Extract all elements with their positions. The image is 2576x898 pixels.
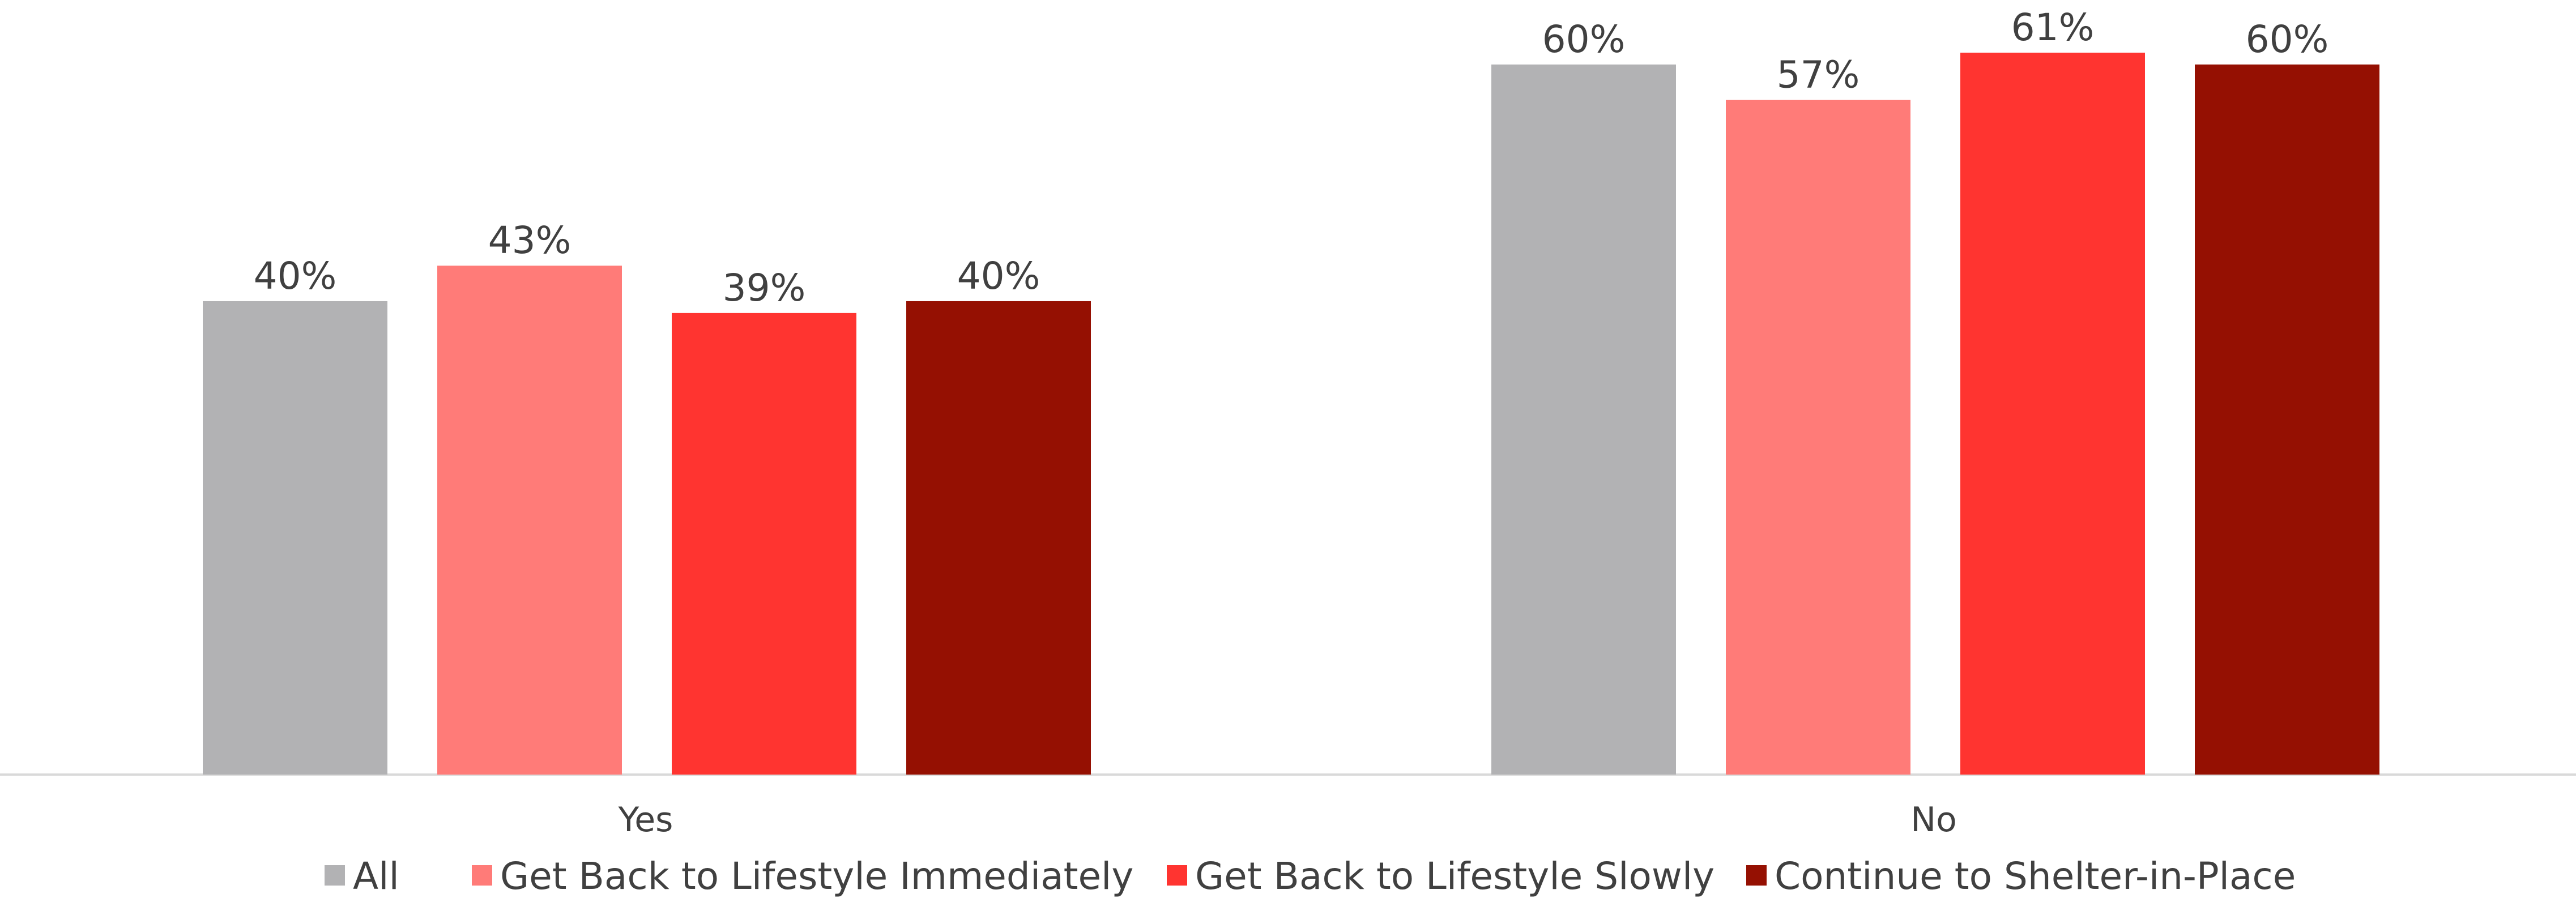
bar-no-get-back-to-lifestyle-slowly xyxy=(1960,53,2145,775)
legend-swatch-get-back-to-lifestyle-immediately xyxy=(472,865,492,886)
data-label-yes-get-back-to-lifestyle-immediately: 43% xyxy=(488,219,572,262)
legend-label-get-back-to-lifestyle-immediately: Get Back to Lifestyle Immediately xyxy=(500,854,1133,898)
legend-swatch-get-back-to-lifestyle-slowly xyxy=(1167,865,1187,886)
data-label-no-get-back-to-lifestyle-slowly: 61% xyxy=(2011,6,2095,49)
data-label-no-continue-to-shelter-in-place: 60% xyxy=(2246,18,2329,61)
legend-label-get-back-to-lifestyle-slowly: Get Back to Lifestyle Slowly xyxy=(1195,854,1715,898)
category-label-yes: Yes xyxy=(618,800,673,840)
data-label-no-all: 60% xyxy=(1542,18,1626,61)
bars-group xyxy=(203,53,2379,775)
bar-no-get-back-to-lifestyle-immediately xyxy=(1726,100,1910,775)
bar-yes-get-back-to-lifestyle-immediately xyxy=(437,266,622,775)
bar-yes-continue-to-shelter-in-place xyxy=(906,301,1091,775)
bar-no-all xyxy=(1491,64,1676,775)
data-label-yes-all: 40% xyxy=(254,254,337,298)
legend-label-all: All xyxy=(353,854,399,898)
legend-swatch-continue-to-shelter-in-place xyxy=(1746,865,1767,886)
category-labels-group: Yes No xyxy=(618,800,1957,840)
data-labels-group: 40% 43% 39% 40% 60% 57% 61% 60% xyxy=(254,6,2329,310)
data-label-yes-continue-to-shelter-in-place: 40% xyxy=(957,254,1040,298)
category-label-no: No xyxy=(1910,800,1957,840)
bar-yes-get-back-to-lifestyle-slowly xyxy=(672,313,856,775)
legend: All Get Back to Lifestyle Immediately Get … xyxy=(325,854,2296,898)
legend-swatch-all xyxy=(325,865,345,886)
bar-no-continue-to-shelter-in-place xyxy=(2195,64,2379,775)
data-label-yes-get-back-to-lifestyle-slowly: 39% xyxy=(723,266,806,310)
legend-label-continue-to-shelter-in-place: Continue to Shelter-in-Place xyxy=(1775,854,2296,898)
bar-yes-all xyxy=(203,301,387,775)
data-label-no-get-back-to-lifestyle-immediately: 57% xyxy=(1777,53,1860,97)
